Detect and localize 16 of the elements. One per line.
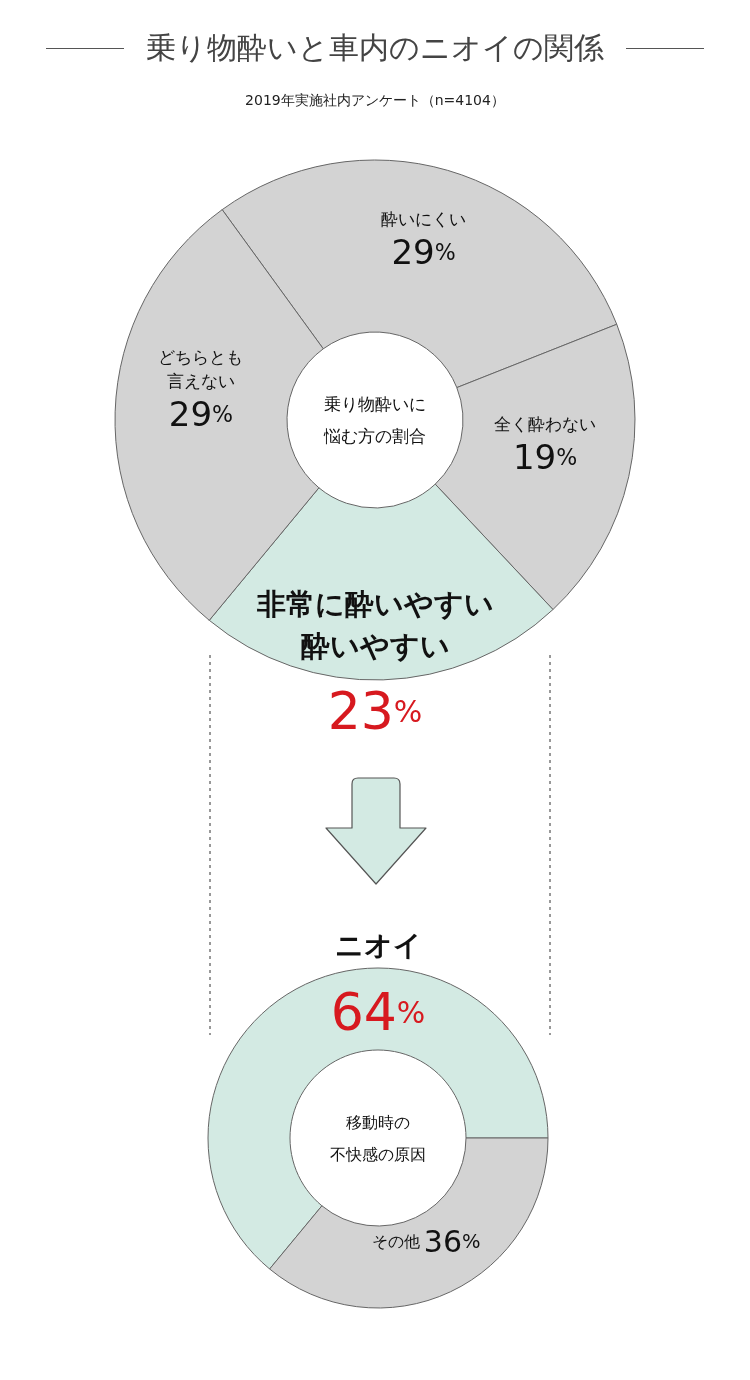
text: 乗り物酔いに悩む方の割合 xyxy=(323,394,426,446)
chart-subtitle: 2019年実施社内アンケート（n=4104） xyxy=(244,92,506,110)
data-label: 29% xyxy=(168,393,234,434)
slice-label: 非常に酔いやすい酔いやすい xyxy=(255,587,494,664)
slice-label: その他 xyxy=(372,1231,421,1251)
data-label: 29% xyxy=(391,231,456,272)
data-label: 19% xyxy=(512,437,578,477)
slice-label: 酔いにくい xyxy=(381,208,467,229)
chart-title: 乗り物酔いと車内のニオイの関係 xyxy=(146,29,604,67)
text: 移動時の不快感の原因 xyxy=(330,1112,426,1164)
slice-label: ニオイ xyxy=(334,929,422,963)
data-label: 23% xyxy=(327,681,423,742)
data-label: 64% xyxy=(330,982,426,1043)
data-label: 36% xyxy=(423,1223,481,1259)
slice-label: 全く酔わない xyxy=(494,414,596,434)
slice-label: どちらとも言えない xyxy=(158,346,244,391)
